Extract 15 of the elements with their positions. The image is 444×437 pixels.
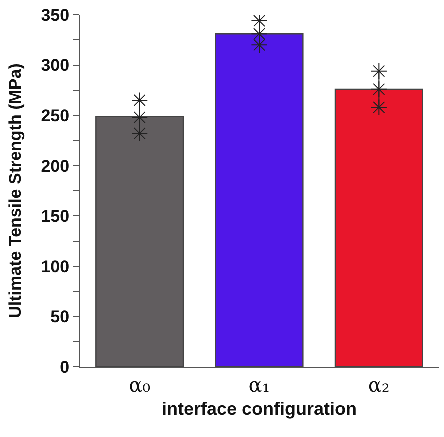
y-axis-title: Ultimate Tensile Strength (MPa) (6, 64, 25, 318)
y-tick-label: 150 (41, 207, 70, 226)
bar (334, 88, 424, 367)
x-tick-label: α₂ (368, 373, 390, 397)
y-tick-label: 100 (41, 257, 70, 276)
y-tick-label: 300 (41, 56, 70, 76)
x-tick-label: α₁ (248, 373, 270, 397)
x-tick-label: α₀ (129, 373, 151, 397)
y-tick-label: 50 (50, 308, 70, 327)
y-tick-label: 200 (41, 156, 70, 176)
y-tick-label: 350 (41, 6, 70, 25)
x-axis-title: interface configuration (162, 399, 358, 420)
y-tick-label: 0 (60, 358, 70, 377)
bar (215, 34, 304, 367)
y-tick-label: 250 (41, 106, 70, 126)
